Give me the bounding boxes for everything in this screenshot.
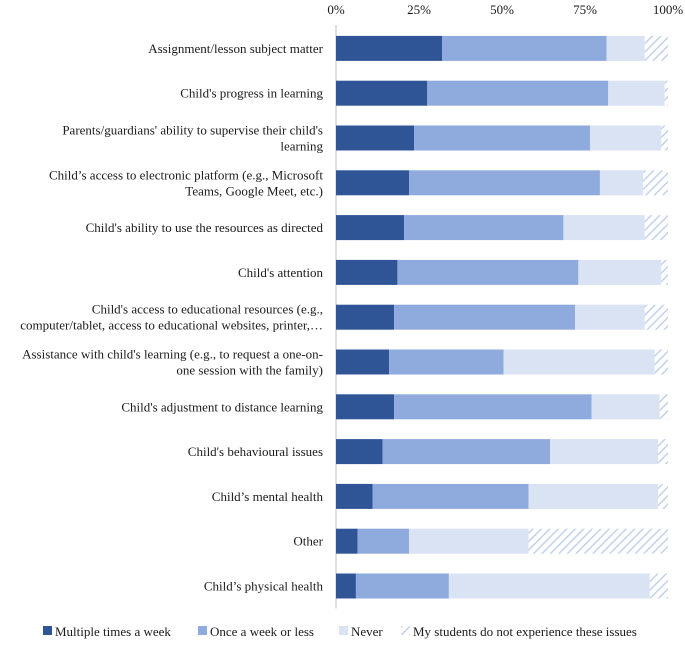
category-label: Child's access to educational resources …: [92, 302, 323, 317]
bar-segment-once-a-week-or-less: [372, 483, 529, 509]
category-label: Child’s physical health: [204, 579, 324, 594]
bar-segment-once-a-week-or-less: [394, 394, 592, 420]
bar-segment-once-a-week-or-less: [382, 439, 551, 465]
legend-swatch: [198, 626, 207, 635]
category-label: Child's behavioural issues: [188, 444, 323, 459]
category-label: Child's ability to use the resources as …: [86, 220, 324, 235]
bar-segment-once-a-week-or-less: [397, 259, 579, 285]
bar-segment-multiple-times-a-week: [336, 349, 390, 375]
bar-segment-never: [606, 35, 645, 61]
category-label: Child’s mental health: [212, 489, 324, 504]
bar-segment-once-a-week-or-less: [404, 215, 564, 241]
legend-label: Never: [351, 624, 383, 639]
bar-segment-once-a-week-or-less: [427, 80, 609, 106]
bar-segment-once-a-week-or-less: [442, 35, 607, 61]
bar-segment-multiple-times-a-week: [336, 35, 443, 61]
bar-segment-never: [503, 349, 655, 375]
bar-segment-multiple-times-a-week: [336, 573, 356, 599]
bar-segment-my-students-do-not-experience-these-issues: [528, 528, 668, 554]
bar-segment-my-students-do-not-experience-these-issues: [658, 439, 668, 465]
bar-segment-my-students-do-not-experience-these-issues: [658, 483, 668, 509]
legend: Multiple times a week Once a week or less…: [43, 624, 637, 639]
legend-swatch: [339, 626, 348, 635]
x-tick-label: 50%: [490, 2, 514, 17]
category-label: Child's progress in learning: [180, 86, 323, 101]
bar-segment-multiple-times-a-week: [336, 439, 383, 465]
bar-segment-my-students-do-not-experience-these-issues: [644, 215, 668, 241]
bar-segment-my-students-do-not-experience-these-issues: [649, 573, 668, 599]
legend-swatch: [43, 626, 52, 635]
category-label: computer/tablet, access to educational w…: [20, 318, 323, 333]
legend-label: Once a week or less: [210, 624, 314, 639]
bar-segment-my-students-do-not-experience-these-issues: [661, 125, 668, 151]
bar-segment-once-a-week-or-less: [355, 573, 449, 599]
bar-segment-once-a-week-or-less: [409, 170, 600, 196]
category-labels: Assignment/lesson subject matter Child's …: [20, 41, 323, 594]
category-label: Assignment/lesson subject matter: [148, 41, 323, 56]
bar-segment-never: [578, 259, 662, 285]
bar-segment-my-students-do-not-experience-these-issues: [661, 259, 668, 285]
bar-segment-once-a-week-or-less: [414, 125, 590, 151]
category-label: Other: [293, 534, 323, 549]
legend-label: My students do not experience these issu…: [413, 624, 637, 639]
category-label: learning: [280, 139, 323, 154]
bar-segment-once-a-week-or-less: [357, 528, 410, 554]
bar-segment-my-students-do-not-experience-these-issues: [644, 304, 668, 330]
category-label: Teams, Google Meet, etc.): [185, 183, 323, 198]
bar-segment-my-students-do-not-experience-these-issues: [654, 349, 668, 375]
bar-segment-my-students-do-not-experience-these-issues: [644, 35, 668, 61]
bar-segment-never: [599, 170, 644, 196]
x-tick-label: 75%: [573, 2, 597, 17]
category-label: Child's attention: [238, 265, 324, 280]
bar-segment-never: [591, 394, 660, 420]
x-tick-label: 100%: [653, 2, 684, 17]
bar-segment-once-a-week-or-less: [394, 304, 576, 330]
bar-segment-never: [608, 80, 665, 106]
bar-segment-multiple-times-a-week: [336, 483, 373, 509]
x-tick-label: 25%: [407, 2, 431, 17]
bar-segment-never: [409, 528, 529, 554]
category-label: Assistance with child's learning (e.g., …: [22, 347, 323, 362]
bar-segment-my-students-do-not-experience-these-issues: [664, 80, 668, 106]
category-label: Child’s access to electronic platform (e…: [49, 167, 323, 182]
bar-segment-never: [589, 125, 662, 151]
bar-segment-never: [563, 215, 645, 241]
bar-segment-multiple-times-a-week: [336, 170, 410, 196]
bar-segment-multiple-times-a-week: [336, 215, 405, 241]
bar-segment-never: [528, 483, 659, 509]
bar-segment-my-students-do-not-experience-these-issues: [659, 394, 668, 420]
bar-segment-never: [575, 304, 645, 330]
bar-segment-multiple-times-a-week: [336, 528, 358, 554]
category-label: Child's adjustment to distance learning: [121, 399, 323, 414]
bar-segment-multiple-times-a-week: [336, 125, 415, 151]
bar-segment-multiple-times-a-week: [336, 394, 395, 420]
category-label: one session with the family): [176, 363, 323, 378]
x-tick-label: 0%: [327, 2, 345, 17]
bar-segment-multiple-times-a-week: [336, 304, 395, 330]
bar-segment-multiple-times-a-week: [336, 80, 428, 106]
bar-segment-once-a-week-or-less: [389, 349, 504, 375]
legend-swatch: [401, 626, 410, 635]
bar-segment-multiple-times-a-week: [336, 259, 398, 285]
category-label: Parents/guardians' ability to supervise …: [62, 123, 323, 138]
legend-label: Multiple times a week: [55, 624, 171, 639]
bars: [336, 35, 668, 599]
bar-segment-never: [550, 439, 659, 465]
bar-segment-never: [448, 573, 650, 599]
bar-segment-my-students-do-not-experience-these-issues: [643, 170, 668, 196]
